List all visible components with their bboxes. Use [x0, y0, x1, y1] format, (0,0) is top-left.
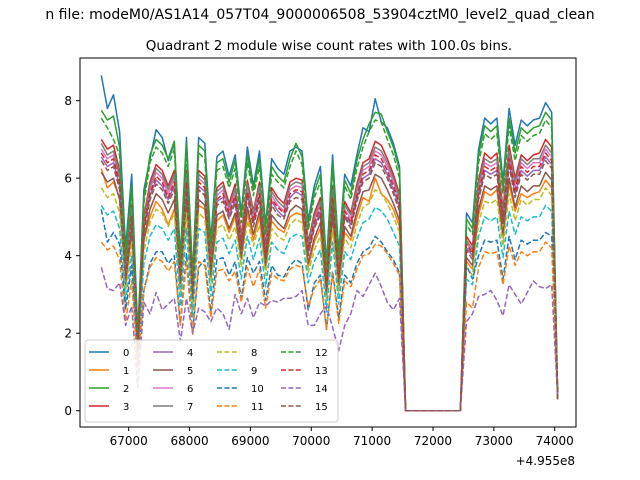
legend-label-14: 14	[315, 384, 328, 395]
series-line-12	[100, 117, 559, 412]
y-axis: 0 2 4 6 8	[64, 94, 80, 418]
x-tick-label: 74000	[536, 434, 574, 448]
figure-suptitle: n file: modeM0/AS1A14_057T04_9000006508_…	[45, 7, 594, 23]
series-line-14	[100, 267, 559, 412]
y-tick-label: 4	[64, 249, 72, 263]
y-tick-label: 6	[64, 172, 72, 186]
x-axis: 67000 68000 69000 70000 71000 72000 73000 74000	[110, 427, 574, 448]
legend-label-15: 15	[315, 402, 328, 413]
y-tick-label: 0	[64, 404, 72, 418]
legend-label-10: 10	[251, 384, 264, 395]
chart-title: Quadrant 2 module wise count rates with …	[146, 38, 512, 54]
y-tick-label: 8	[64, 94, 72, 108]
x-tick-label: 71000	[353, 434, 391, 448]
x-tick-label: 68000	[170, 434, 208, 448]
legend-label-2: 2	[123, 384, 129, 395]
series-line-11	[100, 241, 559, 412]
x-tick-label: 73000	[475, 434, 513, 448]
legend-label-1: 1	[123, 366, 129, 377]
plot-area	[100, 75, 559, 412]
legend-box	[84, 339, 339, 423]
legend-label-4: 4	[187, 348, 193, 359]
x-offset-label: +4.955e8	[516, 454, 575, 468]
legend-label-0: 0	[123, 348, 129, 359]
legend-label-6: 6	[187, 384, 193, 395]
legend-label-9: 9	[251, 366, 257, 377]
x-tick-label: 67000	[110, 434, 148, 448]
x-tick-label: 72000	[414, 434, 452, 448]
series-line-8	[100, 187, 559, 412]
legend-label-11: 11	[251, 402, 264, 413]
legend-label-7: 7	[187, 402, 193, 413]
series-line-10	[100, 209, 559, 412]
legend-label-3: 3	[123, 402, 129, 413]
legend-label-13: 13	[315, 366, 328, 377]
series-line-15	[100, 159, 559, 412]
legend-label-8: 8	[251, 348, 257, 359]
legend-label-12: 12	[315, 348, 328, 359]
series-line-9	[100, 204, 559, 412]
legend-label-5: 5	[187, 366, 193, 377]
x-tick-label: 70000	[292, 434, 330, 448]
axes-frame	[79, 57, 577, 428]
y-tick-label: 2	[64, 327, 72, 341]
x-tick-label: 69000	[231, 434, 269, 448]
